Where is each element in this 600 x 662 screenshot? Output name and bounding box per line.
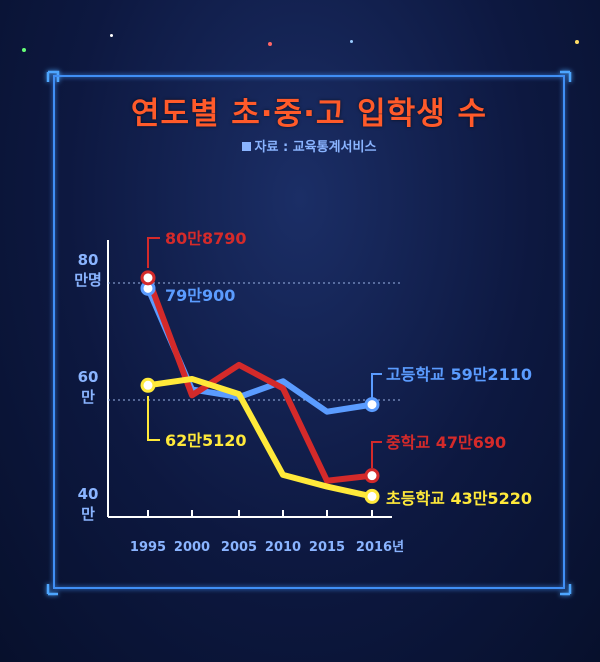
label-elementary-school-end: 초등학교 43만5220 [386,489,532,508]
label-leader-elementary-start [147,396,160,441]
x-tick-label: 2005 [221,540,257,555]
series-lines [140,270,380,504]
label-elementary-school-start: 62만5120 [165,431,247,450]
x-tick-label: 1995 [130,540,166,555]
series-line-middle_school [145,274,375,484]
background-dot [110,34,113,37]
label-high-school-end: 고등학교 59만2110 [386,365,532,384]
series-line-high_school [145,285,375,415]
y-tick-label: 80 [78,251,99,269]
label-high-school-start: 79만900 [165,286,235,305]
label-leader-middle-end [371,441,382,468]
axes: 1995 2000 2005 2010 2015 2016년 80 만명 60 만 40 만 [74,240,404,555]
chart-source: 자료 : 교육통계서비스 [48,136,570,155]
data-labels: 80만8790 79만900 62만5120 고등학교 59만2110 중학교 47만6… [147,229,532,508]
series-line-elementary_school [145,375,375,500]
x-tick-label: 2000 [174,540,210,555]
x-tick-label: 2015 [309,540,345,555]
background-dot [22,48,26,52]
y-tick-label: 60 [78,368,99,386]
series-end-point-high_school [364,397,380,413]
series-end-point-middle_school [364,468,380,484]
y-tick-label: 40 [78,485,99,503]
chart-frame [46,70,572,596]
y-tick-label: 만 [81,388,95,406]
series-start-point-middle_school [140,270,156,286]
label-leader-high-end [371,373,382,400]
chart-title: 연도별 초·중·고 입학생 수 [130,96,488,132]
series-end-point-elementary_school [364,488,380,504]
y-tick-label: 만 [81,505,95,523]
x-tick-label: 2016년 [356,540,404,555]
y-tick-label: 만명 [74,271,102,289]
source-square-icon [241,142,251,151]
label-middle-school-end: 중학교 47만690 [386,433,506,452]
label-leader-middle-start [147,237,160,268]
background-dot [268,42,272,46]
source-text: 자료 : 교육통계서비스 [254,140,377,155]
label-middle-school-start: 80만8790 [165,229,247,248]
background-dot [575,40,579,44]
series-start-point-elementary_school [140,377,156,393]
background-dot [350,40,353,43]
x-tick-label: 2010 [265,540,301,555]
